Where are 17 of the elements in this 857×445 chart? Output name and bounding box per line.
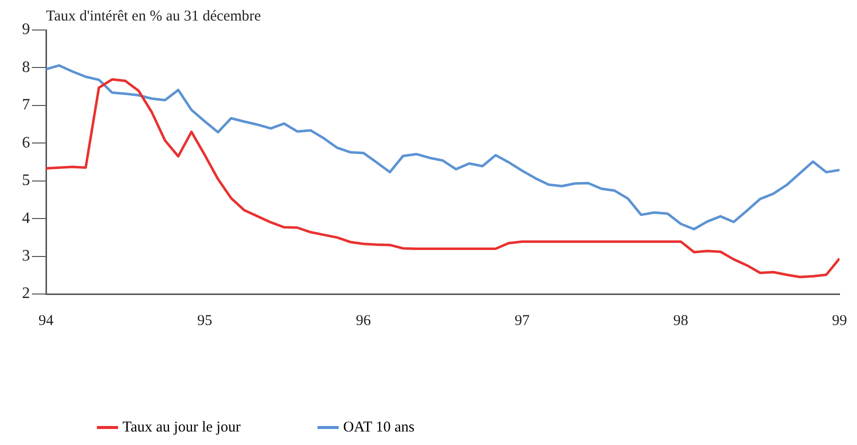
y-tick-label: 7 — [22, 96, 30, 114]
legend-label: Taux au jour le jour — [122, 419, 241, 436]
y-tick-label: 4 — [22, 210, 30, 227]
y-axis-title: Taux d'intérêt en % au 31 décembre — [46, 8, 262, 24]
legend-label: OAT 10 ans — [343, 419, 415, 436]
x-tick-label: 94 — [38, 312, 54, 329]
x-tick-label: 95 — [197, 312, 212, 329]
y-tick-label: 9 — [22, 21, 30, 38]
x-tick-label: 97 — [514, 312, 530, 329]
y-tick-label: 6 — [22, 134, 30, 152]
y-tick-label: 5 — [22, 172, 30, 190]
x-tick-label: 96 — [356, 312, 372, 329]
x-tick-label: 98 — [673, 312, 688, 329]
y-tick-label: 2 — [22, 285, 30, 302]
y-tick-label: 8 — [22, 58, 30, 76]
x-tick-label: 99 — [832, 312, 847, 329]
y-tick-label: 3 — [22, 247, 30, 264]
